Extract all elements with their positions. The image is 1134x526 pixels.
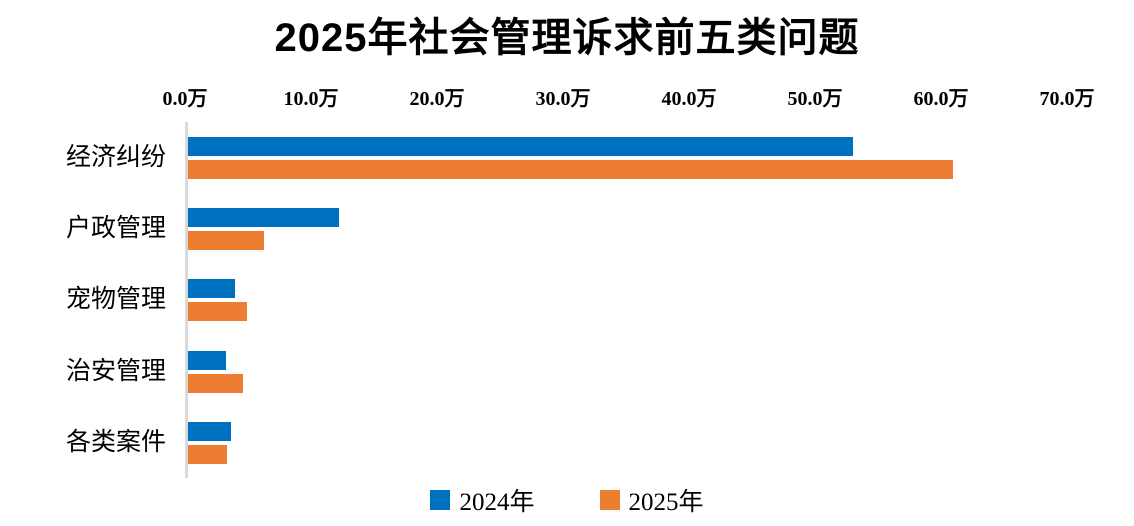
x-axis-tick-label: 50.0万 [787, 88, 843, 110]
legend-2024-square-swatch-icon [430, 490, 451, 510]
bar-2024年-经济纠纷 [188, 137, 854, 156]
x-axis-tick-label: 40.0万 [661, 88, 717, 110]
x-axis-tick-label: 10.0万 [283, 88, 339, 110]
bar-2025年-治安管理 [188, 373, 244, 393]
category-label: 经济纠纷 [65, 144, 166, 171]
bar-2024年-宠物管理 [188, 279, 235, 299]
legend-2025-square-swatch-icon [599, 490, 620, 510]
bar-2025年-户政管理 [188, 231, 264, 251]
legend-item-2025: 2025年 [599, 482, 704, 518]
category-label: 宠物管理 [65, 286, 166, 314]
x-axis-tick-label: 0.0万 [162, 88, 208, 110]
bar-row: 宠物管理 [0, 264, 1134, 335]
bar-2024年-治安管理 [188, 350, 226, 370]
legend-2024-label: 2024年 [459, 489, 535, 516]
bar-2024年-各类案件 [188, 421, 231, 441]
bar-row: 治安管理 [0, 336, 1134, 407]
x-axis-tick-labels: 0.0万 10.0万 20.0万 30.0万 40.0万 50.0万 60.0万 70.0万 [0, 82, 1134, 110]
x-axis-tick-label: 60.0万 [913, 88, 969, 110]
bar-2025年-经济纠纷 [188, 160, 953, 179]
x-axis-tick-label: 30.0万 [535, 88, 591, 110]
legend: 2024年 2025年 [0, 482, 1134, 518]
legend-item-2024: 2024年 [430, 482, 535, 518]
y-axis-line [185, 122, 188, 478]
category-label: 各类案件 [65, 428, 166, 456]
chart-title: 2025年社会管理诉求前五类问题 [274, 16, 860, 60]
legend-2025-label: 2025年 [628, 489, 704, 516]
bar-2025年-宠物管理 [188, 302, 248, 322]
bar-row: 各类案件 [0, 407, 1134, 478]
bar-2025年-各类案件 [188, 444, 228, 464]
x-axis-tick-label: 70.0万 [1039, 88, 1095, 110]
category-label: 户政管理 [65, 215, 166, 243]
bar-row: 户政管理 [0, 193, 1134, 264]
bar-row: 经济纠纷 [0, 122, 1134, 193]
category-label: 治安管理 [65, 357, 166, 385]
x-axis-tick-label: 20.0万 [409, 88, 465, 110]
bar-2024年-户政管理 [188, 208, 340, 228]
